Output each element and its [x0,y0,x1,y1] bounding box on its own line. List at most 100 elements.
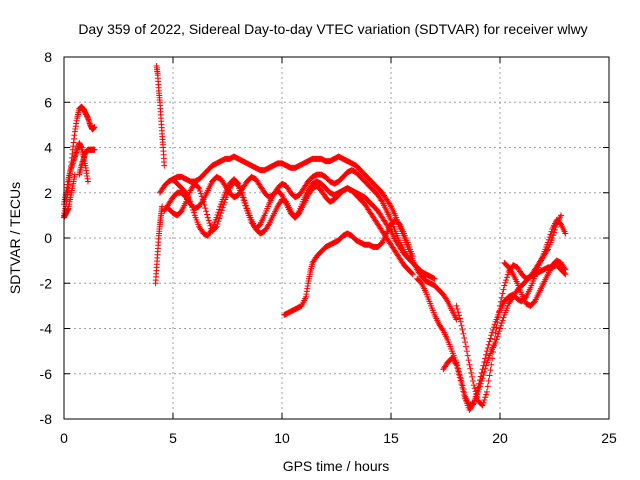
data-point [213,214,220,221]
data-point [459,384,466,391]
data-point [190,209,197,216]
data-point [497,322,504,329]
data-point [91,124,98,131]
data-point [473,391,480,398]
data-points [61,63,569,413]
data-point [219,204,226,211]
data-point [544,247,551,254]
y-tick-label: 4 [44,140,52,156]
x-tick-label: 10 [274,430,290,446]
data-point [482,355,489,362]
x-axis-label: GPS time / hours [283,458,390,474]
data-point [439,326,446,333]
data-point [190,206,197,213]
data-point [488,361,495,368]
data-point [202,205,209,212]
data-point [470,382,477,389]
data-point [241,197,248,204]
series-trace-c [76,146,98,178]
data-point [469,373,476,380]
data-point [452,360,459,367]
data-point [240,194,247,201]
data-point [475,384,482,391]
data-point [482,394,489,401]
data-point [460,330,467,337]
data-point [457,377,464,384]
data-point [378,197,385,204]
data-point [558,212,565,219]
data-point [483,348,490,355]
data-point [485,341,492,348]
x-tick-label: 5 [169,430,177,446]
data-point [498,294,505,301]
x-tick-label: 15 [383,430,399,446]
data-point [481,396,488,403]
data-point [456,315,463,322]
data-point [550,232,557,239]
data-point [454,364,461,371]
y-tick-label: -4 [40,321,53,337]
data-point [561,265,568,272]
data-point [489,355,496,362]
data-point [484,383,491,390]
data-point [458,322,465,329]
data-point [199,196,206,203]
data-point [188,201,195,208]
data-point [187,198,194,205]
data-point [499,290,506,297]
data-point [200,198,207,205]
data-point [469,377,476,384]
data-point [479,366,486,373]
data-point [161,162,168,169]
series-trace-k [281,216,416,318]
data-point [453,316,460,323]
data-point [562,230,569,237]
data-point [204,214,211,221]
data-point [469,401,476,408]
data-point [215,218,222,225]
data-point [497,302,503,309]
data-point [464,352,471,359]
data-point [488,332,495,339]
data-point [486,372,493,379]
data-point [495,330,502,337]
data-point [499,317,506,324]
data-point [493,324,500,331]
data-point [495,313,502,320]
data-point [485,377,492,384]
data-point [215,209,222,216]
data-point [458,381,465,388]
data-point [204,211,211,218]
data-point [503,274,510,281]
data-point [470,400,477,407]
data-point [490,349,497,356]
data-point [501,282,508,289]
data-point [490,326,497,333]
data-point [481,358,488,365]
data-point [239,192,246,199]
data-point [212,224,219,231]
data-point [494,319,501,326]
data-point [214,211,221,218]
data-point [456,312,463,319]
data-point [453,302,460,309]
data-point [197,187,204,194]
data-point [456,371,463,378]
data-point [208,227,215,234]
series-trace-o [501,257,569,309]
data-point [455,368,462,375]
chart-title: Day 359 of 2022, Sidereal Day-to-day VTE… [78,21,587,37]
data-point [203,208,210,215]
data-point [408,270,415,277]
series-trace-a [61,103,98,219]
data-point [509,269,516,276]
data-point [422,272,429,279]
series-trace-j [170,176,416,278]
y-tick-label: 2 [44,185,52,201]
data-point [496,308,503,315]
data-point [387,201,394,208]
data-point [461,335,468,342]
y-tick-label: -6 [40,366,53,382]
data-point [462,339,469,346]
